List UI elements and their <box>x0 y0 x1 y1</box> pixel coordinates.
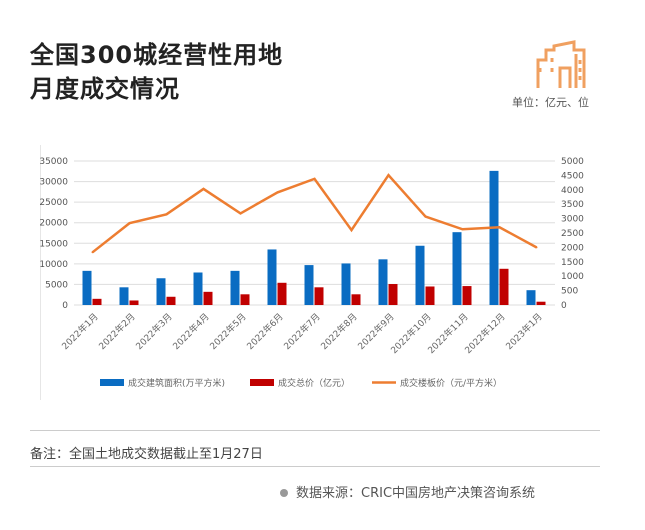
chart: 0 5000 10000 15000 20000 25000 30000 35000 0 500 1… <box>39 157 584 389</box>
price-point <box>165 213 168 216</box>
x-tick-label: 2022年2月 <box>96 311 137 352</box>
chart-frame <box>40 145 41 400</box>
price-point <box>424 215 427 218</box>
bar-total <box>203 291 213 305</box>
y-right-tick-label: 5000 <box>561 157 584 167</box>
bar-area <box>341 263 351 305</box>
price-point <box>535 246 538 249</box>
bar-area <box>119 287 129 305</box>
x-tick-label: 2022年8月 <box>318 311 359 352</box>
bar-total <box>351 294 361 305</box>
y-left-tick-label: 20000 <box>39 219 68 229</box>
bar-area <box>267 249 277 305</box>
bar-total <box>240 294 250 305</box>
price-point <box>461 228 464 231</box>
bar-area <box>230 270 240 305</box>
y-right-tick-label: 1500 <box>561 258 584 268</box>
bar-total <box>314 287 324 305</box>
x-tick-label: 2022年7月 <box>281 311 322 352</box>
y-right-tick-label: 3500 <box>561 200 584 210</box>
y-left-tick-label: 25000 <box>39 198 68 208</box>
y-right-tick-label: 4500 <box>561 171 584 181</box>
y-left-tick-label: 5000 <box>45 280 68 290</box>
price-point <box>498 226 501 229</box>
bar-area <box>304 265 314 305</box>
y-right-tick-label: 1000 <box>561 272 584 282</box>
bar-total <box>277 282 287 305</box>
divider <box>30 430 600 431</box>
bar-area <box>489 170 499 305</box>
y-left-tick-label: 10000 <box>39 260 68 270</box>
price-point <box>387 174 390 177</box>
bar-area <box>526 290 536 305</box>
bar-area <box>452 232 462 305</box>
bar-area <box>378 259 388 305</box>
x-tick-label: 2022年9月 <box>355 311 396 352</box>
legend-swatch <box>250 379 274 386</box>
price-point <box>202 187 205 190</box>
bar-total <box>536 301 546 305</box>
page-title: 全国300城经营性用地 月度成交情况 <box>30 38 283 106</box>
legend-label: 成交建筑面积(万平方米) <box>128 377 225 389</box>
legend-label: 成交总价（亿元） <box>278 377 350 389</box>
bar-total <box>92 298 102 305</box>
title-line-2: 月度成交情况 <box>30 75 180 103</box>
x-tick-label: 2022年6月 <box>244 311 285 352</box>
price-point <box>350 229 353 232</box>
dot-icon <box>280 489 288 497</box>
footnote: 备注：全国土地成交数据截止至1月27日 <box>30 447 263 462</box>
x-tick-label: 2022年1月 <box>59 311 100 352</box>
bar-total <box>166 296 176 305</box>
bar-total <box>129 300 139 305</box>
bar-area <box>82 270 92 305</box>
title-line-1: 全国300城经营性用地 <box>30 41 284 69</box>
y-left-tick-label: 0 <box>62 301 68 311</box>
y-right-tick-label: 0 <box>561 301 567 311</box>
bar-total <box>462 286 472 305</box>
legend-swatch <box>100 379 124 386</box>
price-point <box>239 212 242 215</box>
bar-total <box>388 284 398 305</box>
bar-area <box>193 272 203 305</box>
price-line <box>91 173 538 254</box>
y-left-tick-label: 15000 <box>39 239 68 249</box>
y-right-tick-label: 500 <box>561 287 578 297</box>
y-right-tick-label: 2500 <box>561 229 584 239</box>
y-right-tick-label: 4000 <box>561 186 584 196</box>
divider <box>30 466 600 467</box>
price-point <box>128 222 131 225</box>
legend-label: 成交楼板价（元/平方米） <box>400 377 502 389</box>
x-tick-label: 2022年5月 <box>207 311 248 352</box>
y-right-tick-label: 2000 <box>561 243 584 253</box>
price-point <box>313 177 316 180</box>
price-point <box>276 191 279 194</box>
x-tick-label: 2022年3月 <box>133 311 174 352</box>
source-line: 数据来源：CRIC中国房地产决策咨询系统 <box>280 482 535 501</box>
y-left-tick-label: 35000 <box>39 157 68 167</box>
unit-label: 单位：亿元、位 <box>512 96 589 109</box>
bar-total <box>499 268 509 305</box>
bar-area <box>156 278 166 305</box>
price-point <box>91 251 94 254</box>
source-text: 数据来源：CRIC中国房地产决策咨询系统 <box>296 486 536 501</box>
bar-area <box>415 245 425 305</box>
x-tick-label: 2023年1月 <box>503 311 544 352</box>
x-tick-label: 2022年4月 <box>170 311 211 352</box>
bar-total <box>425 286 435 305</box>
y-right-tick-label: 3000 <box>561 215 584 225</box>
buildings-icon <box>536 40 586 88</box>
y-left-tick-label: 30000 <box>39 178 68 188</box>
